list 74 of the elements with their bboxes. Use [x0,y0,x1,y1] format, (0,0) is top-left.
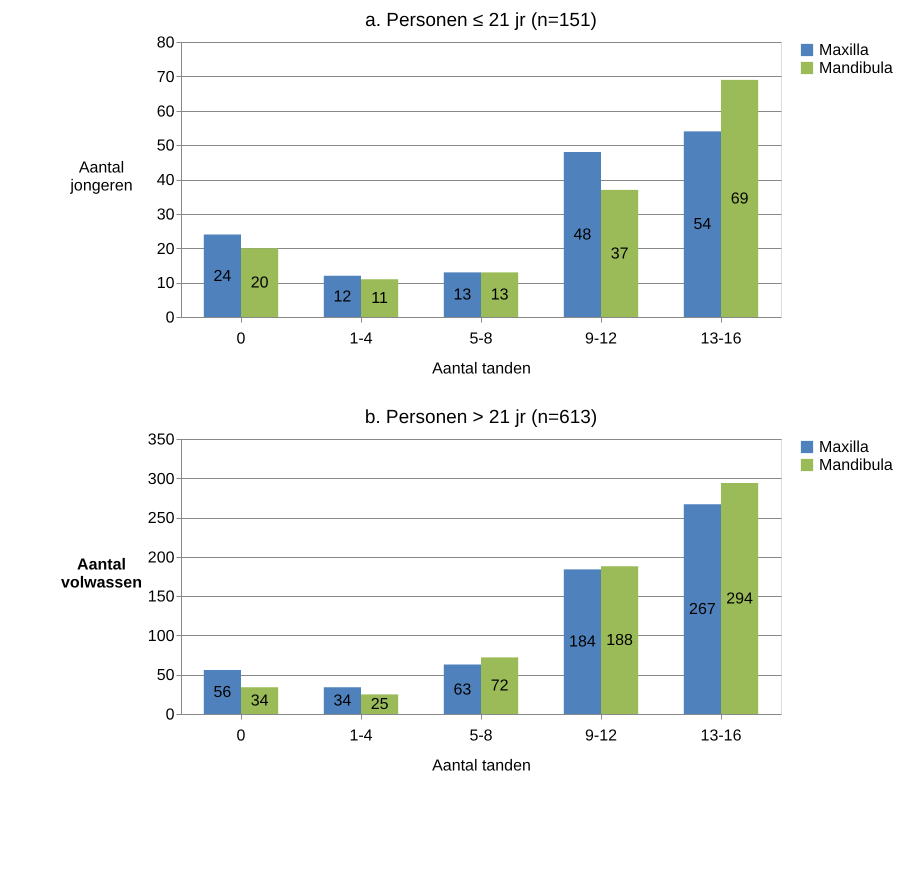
data-label: 267 [689,601,716,618]
data-label: 63 [454,681,472,698]
y-tick-label: 100 [148,628,175,645]
data-label: 69 [730,190,749,208]
x-tick-label: 5-8 [469,330,493,348]
bar [721,483,758,714]
chart-title: b. Personen > 21 jr (n=613) [364,407,598,428]
chart-title: a. Personen ≤ 21 jr (n=151) [365,10,597,31]
data-label: 294 [726,590,754,608]
y-tick-label: 50 [156,667,175,684]
x-tick-label: 5-8 [469,728,493,744]
y-tick-label: 250 [148,510,175,528]
bar [481,657,518,714]
y-tick-label: 70 [156,68,175,86]
y-tick-label: 150 [148,588,175,606]
data-label: 13 [454,286,472,304]
data-label: 34 [334,692,352,710]
bar [324,276,361,317]
data-label: 20 [250,274,269,292]
data-label: 11 [371,290,388,308]
x-tick-label: 1-4 [349,728,373,744]
y-tick-label: 10 [156,275,175,292]
data-label: 12 [334,288,352,306]
bar [601,190,638,317]
y-tick-label: 40 [156,172,175,189]
data-label: 54 [694,216,712,234]
y-tick-label: 30 [156,206,175,224]
data-label: 34 [250,692,269,710]
y-tick-label: 300 [148,470,175,488]
x-axis-title: Aantal tanden [432,758,531,774]
data-label: 13 [490,286,509,304]
bar [204,234,241,317]
bar [481,272,518,317]
legend-label: Maxilla [819,439,869,456]
data-label: 48 [574,226,592,244]
bar [204,670,241,714]
data-label: 72 [490,678,509,695]
x-tick-label: 0 [236,330,246,348]
data-label: 188 [606,632,634,650]
bar [684,131,721,317]
x-tick-label: 9-12 [584,330,618,348]
y-axis-title: Aantal volwassen [61,556,142,592]
bar [601,566,638,714]
bar [564,152,601,317]
bar [241,248,278,317]
y-tick-label: 80 [156,34,175,52]
x-tick-label: 13-16 [700,330,742,348]
y-tick-label: 60 [156,103,175,120]
bar [721,80,758,317]
y-tick-label: 0 [166,310,175,326]
y-tick-label: 350 [148,432,175,448]
data-label: 37 [610,245,629,262]
bar [684,504,721,714]
x-axis-title: Aantal tanden [432,360,531,378]
bar [444,272,481,317]
data-label: 25 [370,696,389,714]
y-axis-title: Aantal jongeren [69,160,133,194]
legend-label: Mandibula [819,60,893,77]
x-tick-label: 13-16 [700,728,742,744]
y-tick-label: 200 [148,549,175,566]
data-label: 56 [214,684,232,701]
legend-label: Mandibula [819,457,893,474]
data-label: 24 [214,268,232,285]
x-tick-label: 1-4 [349,330,373,348]
x-tick-label: 0 [236,728,246,744]
data-label: 184 [569,634,596,651]
y-tick-label: 20 [156,240,175,258]
y-tick-label: 0 [166,706,175,724]
bar [361,279,398,317]
bar [564,569,601,714]
x-tick-label: 9-12 [584,728,618,744]
legend-label: Maxilla [819,42,869,59]
y-tick-label: 50 [156,138,175,155]
bar [444,664,481,714]
